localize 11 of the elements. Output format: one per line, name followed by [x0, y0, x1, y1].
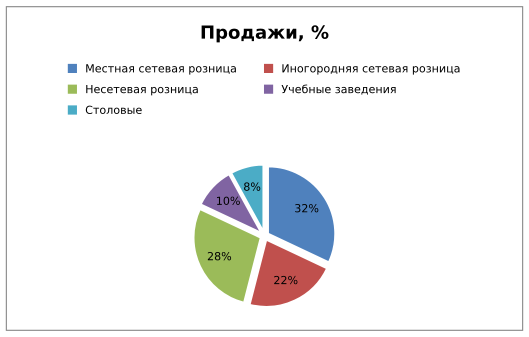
- data-label: 28%: [208, 252, 232, 260]
- data-label: 8%: [244, 182, 260, 191]
- legend-label: Местная сетевая розница: [86, 64, 236, 75]
- data-label: 22%: [274, 276, 298, 284]
- legend-label: Столовые: [86, 106, 142, 114]
- data-label: 32%: [295, 204, 318, 212]
- legend-label: Иногородняя сетевая розница: [282, 64, 460, 75]
- data-label: 10%: [217, 196, 240, 205]
- legend-label: Учебные заведения: [282, 84, 396, 95]
- legend-label: Несетевая розница: [86, 85, 198, 96]
- chart-title: Продажи, %: [202, 25, 328, 42]
